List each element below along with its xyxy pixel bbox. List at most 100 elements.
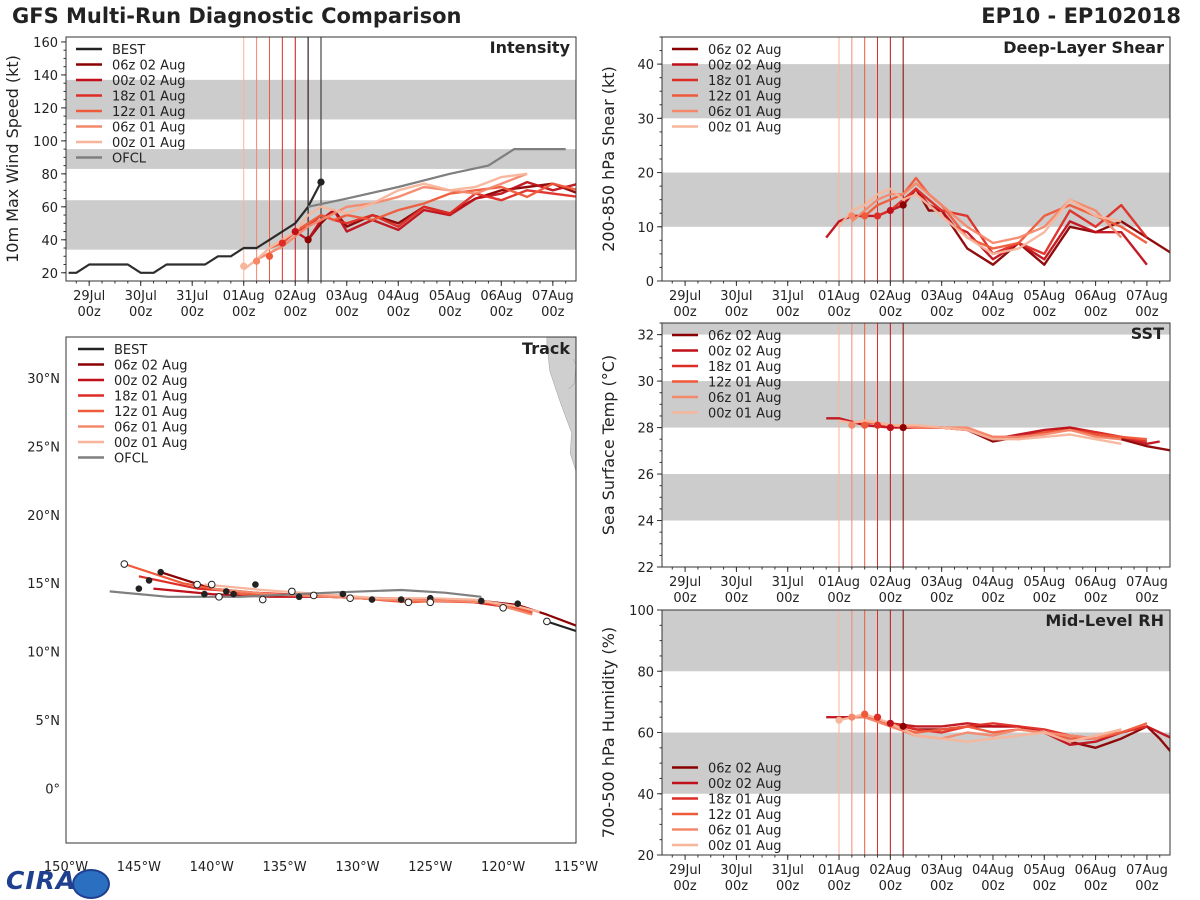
x-tick-label: 00z [930, 591, 954, 606]
init-point [835, 716, 843, 724]
legend-label: 06z 02 Aug [708, 329, 782, 344]
y-axis-label: 200-850 hPa Shear (kt) [599, 66, 618, 252]
x-tick-label: 00z [1033, 879, 1057, 894]
panel-title: Deep-Layer Shear [1003, 38, 1164, 57]
x-tick-label: 06Aug [1075, 575, 1117, 590]
legend-label: 06z 02 Aug [112, 59, 186, 74]
lat-tick-label: 15°N [27, 577, 60, 592]
legend-label: OFCL [112, 152, 147, 167]
x-tick-label: 00z [879, 591, 903, 606]
x-tick-label: 00z [77, 305, 101, 320]
legend-label: 06z 01 Aug [708, 105, 782, 120]
track-point-open [258, 595, 267, 604]
legend-label: 00z 02 Aug [114, 374, 188, 389]
plot-area [662, 37, 1170, 281]
y-tick-label: 20 [41, 267, 58, 282]
series-line [838, 187, 1122, 256]
init-point [304, 236, 312, 244]
x-tick-label: 02Aug [869, 863, 911, 878]
x-tick-label: 29Jul [669, 863, 701, 878]
legend-label: 00z 01 Aug [708, 839, 782, 854]
track-point-filled [477, 597, 485, 605]
legend-label: 06z 01 Aug [112, 121, 186, 136]
legend-label: 18z 01 Aug [112, 90, 186, 105]
legend-label: 12z 01 Aug [708, 90, 782, 105]
panel-title: Mid-Level RH [1045, 611, 1164, 630]
baja-california-land [546, 337, 576, 472]
x-tick-label: 00z [673, 591, 697, 606]
x-tick-label: 00z [879, 305, 903, 320]
legend-label: BEST [112, 43, 145, 58]
x-tick-label: 04Aug [377, 289, 419, 304]
lat-tick-label: 10°N [27, 646, 60, 661]
panel-mid-level-rh: 2040608010029Jul00z30Jul00z31Jul00z01Aug… [599, 604, 1171, 894]
map-area [109, 337, 576, 633]
x-tick-label: 00z [129, 305, 153, 320]
init-point [899, 423, 907, 432]
track-point-open [404, 598, 413, 607]
init-point [861, 421, 869, 429]
track-point-filled [145, 577, 153, 584]
track-point-open [499, 603, 507, 612]
x-tick-label: 00z [981, 591, 1005, 606]
x-tick-label: 00z [879, 879, 903, 894]
lon-tick-label: 125°W [408, 860, 452, 875]
x-tick-label: 05Aug [1023, 289, 1065, 304]
lon-tick-label: 115°W [554, 860, 598, 875]
x-tick-label: 00z [776, 591, 800, 606]
x-tick-label: 04Aug [972, 289, 1014, 304]
x-tick-label: 05Aug [1023, 863, 1065, 878]
track-point-open [309, 591, 318, 600]
track-point-open [120, 560, 129, 568]
legend-label: 06z 02 Aug [114, 359, 188, 374]
y-tick-label: 10 [637, 221, 654, 236]
track-line [123, 562, 533, 613]
x-tick-label: 00z [1135, 879, 1159, 894]
series-line [242, 172, 528, 271]
track-point-filled [222, 588, 230, 595]
track-point-filled [157, 568, 165, 576]
y-tick-label: 40 [637, 58, 654, 73]
y-tick-label: 30 [637, 375, 654, 390]
y-tick-label: 100 [629, 604, 654, 619]
x-tick-label: 31Jul [772, 575, 804, 590]
series-line [256, 172, 528, 261]
legend-label: 00z 02 Aug [708, 345, 782, 360]
lon-tick-label: 120°W [481, 860, 525, 875]
panel-track: 0° 5°N 10°N 15°N 20°N 25°N 30°N 150°W 145°W 140°W… [27, 336, 598, 875]
x-tick-label: 03Aug [921, 575, 963, 590]
x-tick-label: 06Aug [480, 289, 522, 304]
init-point [886, 206, 894, 215]
threshold-band [662, 610, 1170, 672]
legend-label: 00z 01 Aug [708, 121, 782, 136]
x-tick-label: 00z [827, 591, 851, 606]
x-tick-label: 07Aug [1126, 863, 1168, 878]
legend-label: 00z 02 Aug [708, 59, 782, 74]
track-point-filled [252, 581, 259, 588]
series-line [68, 181, 322, 274]
x-tick-label: 03Aug [921, 289, 963, 304]
x-tick-label: 29Jul [73, 289, 105, 304]
lat-tick-label: 0° [45, 782, 60, 797]
x-tick-label: 00z [930, 879, 954, 894]
x-tick-label: 00z [181, 305, 205, 320]
legend-label: 18z 01 Aug [708, 360, 782, 375]
y-tick-label: 32 [637, 329, 654, 344]
x-tick-label: 00z [827, 879, 851, 894]
plot-area [662, 323, 1170, 567]
x-tick-label: 29Jul [669, 575, 701, 590]
y-tick-label: 28 [637, 422, 654, 437]
y-tick-label: 80 [637, 665, 654, 680]
x-tick-label: 00z [673, 879, 697, 894]
x-tick-label: 00z [776, 879, 800, 894]
init-point [861, 212, 869, 220]
legend-label: 06z 01 Aug [708, 824, 782, 839]
plot-area [66, 37, 576, 281]
legend-label: 18z 01 Aug [114, 390, 188, 405]
x-tick-label: 00z [541, 305, 565, 320]
figure-title: GFS Multi-Run Diagnostic Comparison [12, 4, 462, 28]
x-tick-label: 31Jul [772, 289, 804, 304]
y-tick-label: 40 [41, 234, 58, 249]
